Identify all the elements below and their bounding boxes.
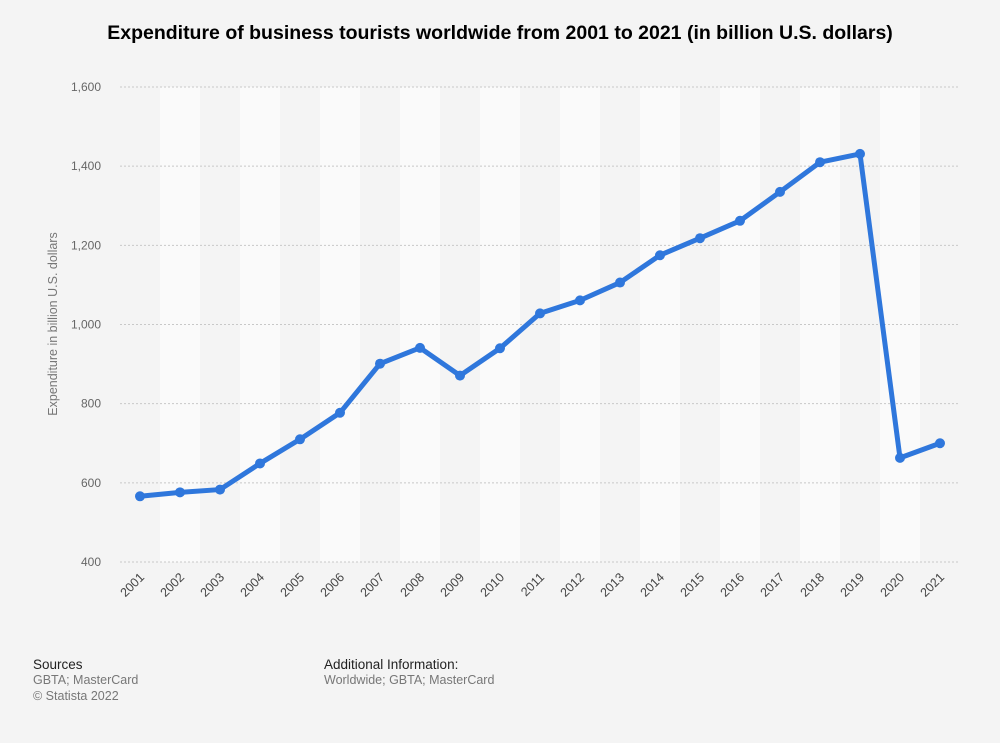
data-point[interactable] bbox=[935, 438, 945, 449]
chart-title: Expenditure of business tourists worldwi… bbox=[107, 22, 893, 44]
x-tick-label: 2019 bbox=[838, 570, 868, 600]
x-tick-label: 2007 bbox=[358, 570, 388, 600]
sources-line: GBTA; MasterCard bbox=[33, 673, 139, 687]
y-tick-label: 400 bbox=[81, 555, 101, 569]
copyright-line: © Statista 2022 bbox=[33, 689, 119, 703]
x-tick-label: 2015 bbox=[678, 570, 708, 600]
x-tick-label: 2004 bbox=[238, 570, 268, 600]
data-point[interactable] bbox=[575, 295, 585, 306]
data-point[interactable] bbox=[895, 452, 905, 463]
x-tick-label: 2021 bbox=[918, 570, 948, 600]
data-points bbox=[135, 148, 945, 502]
data-point[interactable] bbox=[735, 215, 745, 226]
data-point[interactable] bbox=[855, 148, 865, 159]
data-point[interactable] bbox=[215, 484, 225, 495]
x-tick-label: 2016 bbox=[718, 570, 748, 600]
x-tick-label: 2010 bbox=[478, 570, 508, 600]
y-axis-label: Expenditure in billion U.S. dollars bbox=[46, 232, 60, 415]
x-tick-label: 2006 bbox=[318, 570, 348, 600]
data-point[interactable] bbox=[175, 487, 185, 498]
data-point[interactable] bbox=[415, 342, 425, 353]
data-point[interactable] bbox=[495, 343, 505, 354]
y-tick-label: 1,000 bbox=[71, 318, 101, 332]
data-point[interactable] bbox=[255, 458, 265, 469]
x-tick-label: 2014 bbox=[638, 570, 668, 600]
data-point[interactable] bbox=[295, 434, 305, 445]
data-point[interactable] bbox=[615, 277, 625, 288]
y-tick-label: 800 bbox=[81, 397, 101, 411]
sources-block: Sources GBTA; MasterCard © Statista 2022 bbox=[33, 657, 138, 704]
x-axis-ticks: 2001 2002 2003 2004 2005 2006 2007 2008 2009 2010… bbox=[118, 570, 948, 600]
x-tick-label: 2020 bbox=[878, 570, 908, 600]
data-point[interactable] bbox=[335, 407, 345, 418]
x-tick-label: 2013 bbox=[598, 570, 628, 600]
y-tick-label: 600 bbox=[81, 476, 101, 490]
x-tick-label: 2002 bbox=[158, 570, 188, 600]
data-point[interactable] bbox=[695, 233, 705, 244]
x-tick-label: 2008 bbox=[398, 570, 428, 600]
y-tick-label: 1,400 bbox=[71, 159, 101, 173]
x-tick-label: 2011 bbox=[518, 570, 547, 599]
x-tick-label: 2001 bbox=[118, 570, 148, 600]
additional-info-block: Additional Information: Worldwide; GBTA;… bbox=[324, 657, 494, 688]
x-tick-label: 2012 bbox=[558, 570, 588, 600]
y-axis-ticks: 400 600 800 1,000 1,200 1,400 1,600 bbox=[71, 80, 101, 569]
sources-heading: Sources bbox=[33, 657, 83, 672]
data-point[interactable] bbox=[815, 157, 825, 168]
data-point[interactable] bbox=[135, 491, 145, 502]
data-point[interactable] bbox=[775, 186, 785, 197]
x-tick-label: 2018 bbox=[798, 570, 828, 600]
y-tick-label: 1,600 bbox=[71, 80, 101, 94]
x-tick-label: 2017 bbox=[758, 570, 788, 600]
x-tick-label: 2003 bbox=[198, 570, 228, 600]
x-tick-label: 2005 bbox=[278, 570, 308, 600]
data-point[interactable] bbox=[375, 358, 385, 369]
additional-info-text: Worldwide; GBTA; MasterCard bbox=[324, 673, 495, 687]
y-tick-label: 1,200 bbox=[71, 238, 101, 252]
data-point[interactable] bbox=[655, 250, 665, 261]
data-point[interactable] bbox=[535, 308, 545, 319]
data-point[interactable] bbox=[455, 370, 465, 381]
x-tick-label: 2009 bbox=[438, 570, 468, 600]
additional-info-heading: Additional Information: bbox=[324, 657, 459, 672]
